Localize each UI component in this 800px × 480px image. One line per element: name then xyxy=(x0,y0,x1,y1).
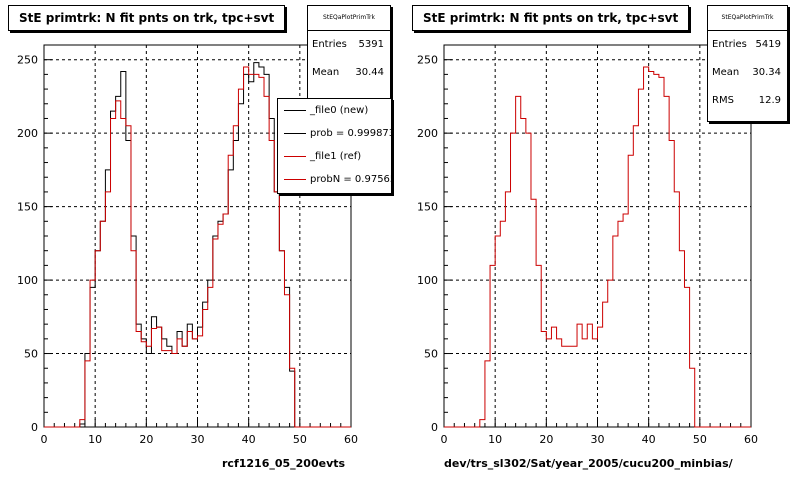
y-tick-label-left-3: 150 xyxy=(17,201,38,214)
x-tick-label-left-6: 60 xyxy=(344,433,358,446)
x-tick-label-right-6: 60 xyxy=(744,433,758,446)
legend-swatch-prob xyxy=(284,133,306,134)
stats-entries-label-left: Entries xyxy=(312,39,347,50)
x-tick-label-left-3: 30 xyxy=(191,433,205,446)
legend-item-file1: _file1 (ref) xyxy=(278,145,391,168)
legend-item-file0: _file0 (new) xyxy=(278,99,391,122)
y-tick-label-right-5: 250 xyxy=(417,54,438,67)
stats-mean-label-left: Mean xyxy=(312,67,340,78)
stats-header-left: StEQaPlotPrimTrk xyxy=(308,6,390,31)
legend-item-probn: probN = 0.97565 xyxy=(278,168,391,191)
legend-label-file1: _file1 (ref) xyxy=(310,151,362,162)
stats-header-right: StEQaPlotPrimTrk xyxy=(708,6,787,31)
stats-entries-value-left: 5391 xyxy=(358,39,384,50)
x-tick-label-left-2: 20 xyxy=(139,433,153,446)
x-tick-label-right-2: 20 xyxy=(539,433,553,446)
x-tick-label-right-4: 40 xyxy=(642,433,656,446)
histogram-series-left-1 xyxy=(44,66,351,428)
y-tick-label-right-2: 100 xyxy=(417,274,438,287)
y-tick-label-left-5: 250 xyxy=(17,54,38,67)
x-tick-label-right-1: 10 xyxy=(488,433,502,446)
x-tick-label-left-0: 0 xyxy=(41,433,48,446)
y-tick-label-left-4: 200 xyxy=(17,127,38,140)
y-tick-label-right-1: 50 xyxy=(424,348,438,361)
stats-mean-label-right: Mean xyxy=(712,67,740,78)
stats-box-right: StEQaPlotPrimTrk Entries 5419 Mean 30.34… xyxy=(707,5,788,122)
stats-entries-row-left: Entries 5391 xyxy=(308,31,390,59)
stats-entries-row-right: Entries 5419 xyxy=(708,31,787,59)
chart-title-left: StE primtrk: N fit pnts on trk, tpc+svt xyxy=(8,5,286,31)
x-tick-label-right-3: 30 xyxy=(591,433,605,446)
y-tick-label-left-1: 50 xyxy=(24,348,38,361)
legend-swatch-file0 xyxy=(284,110,306,111)
stats-rms-row-right: RMS 12.9 xyxy=(708,87,787,115)
y-tick-label-left-0: 0 xyxy=(31,421,38,434)
stats-mean-value-left: 30.44 xyxy=(355,67,384,78)
stats-mean-row-left: Mean 30.44 xyxy=(308,59,390,87)
y-tick-label-left-2: 100 xyxy=(17,274,38,287)
x-axis-title-right: dev/trs_sl302/Sat/year_2005/cucu200_minb… xyxy=(444,457,733,470)
y-tick-label-right-4: 200 xyxy=(417,127,438,140)
legend-label-file0: _file0 (new) xyxy=(310,105,369,116)
legend-left: _file0 (new) prob = 0.999873 _file1 (ref… xyxy=(277,98,392,194)
stats-rms-value-right: 12.9 xyxy=(758,95,781,106)
x-tick-label-left-1: 10 xyxy=(88,433,102,446)
legend-label-probn: probN = 0.97565 xyxy=(310,174,392,185)
x-axis-title-left: rcf1216_05_200evts xyxy=(222,457,346,470)
stats-rms-label-right: RMS xyxy=(712,95,734,106)
stats-entries-label-right: Entries xyxy=(712,39,747,50)
histogram-series-right-0 xyxy=(444,66,751,428)
x-tick-label-left-4: 40 xyxy=(242,433,256,446)
x-tick-label-left-5: 50 xyxy=(293,433,307,446)
y-tick-label-right-0: 0 xyxy=(431,421,438,434)
stats-entries-value-right: 5419 xyxy=(755,39,781,50)
stats-mean-value-right: 30.34 xyxy=(752,67,781,78)
legend-swatch-probn xyxy=(284,179,306,180)
chart-title-right: StE primtrk: N fit pnts on trk, tpc+svt xyxy=(412,5,690,31)
x-tick-label-right-5: 50 xyxy=(693,433,707,446)
y-tick-label-right-3: 150 xyxy=(417,201,438,214)
legend-swatch-file1 xyxy=(284,156,306,157)
legend-label-prob: prob = 0.999873 xyxy=(310,128,392,139)
x-tick-label-right-0: 0 xyxy=(441,433,448,446)
stats-mean-row-right: Mean 30.34 xyxy=(708,59,787,87)
legend-item-prob: prob = 0.999873 xyxy=(278,122,391,145)
